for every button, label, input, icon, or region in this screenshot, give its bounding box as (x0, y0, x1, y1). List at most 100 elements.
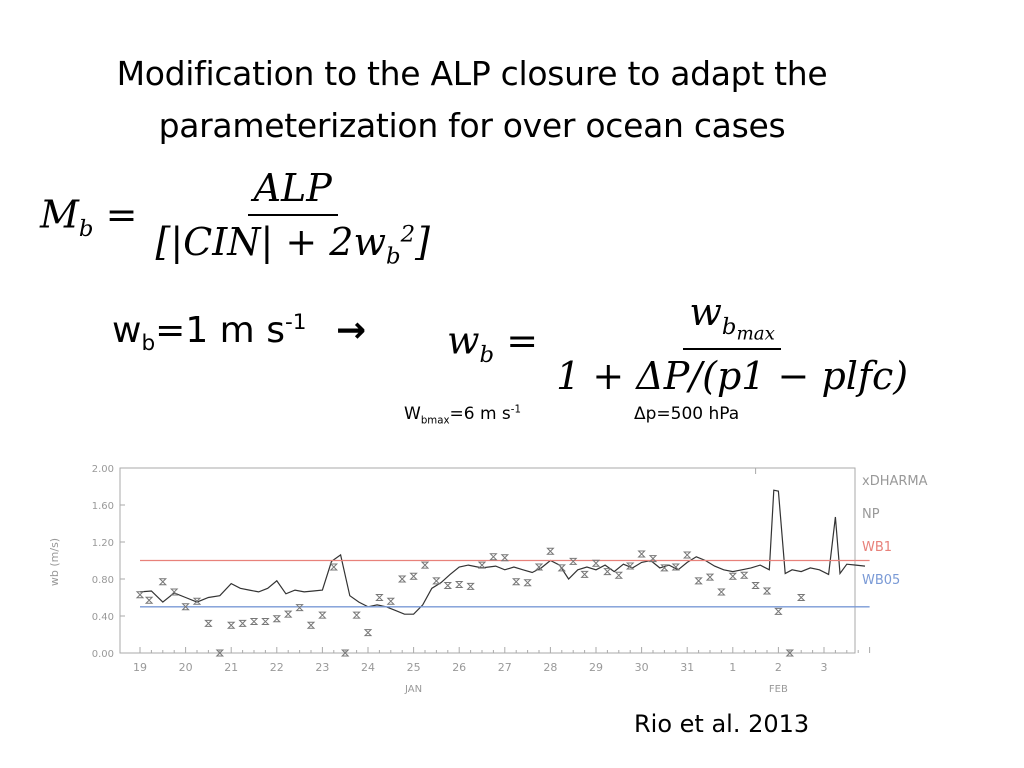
xdharma-markers (135, 547, 806, 657)
mb-equation: Mb = ALP [|CIN| + 2wb2] (40, 166, 436, 270)
xdharma-point (568, 557, 578, 565)
x-tick-label: 27 (498, 661, 512, 674)
xdharma-point (340, 649, 350, 657)
xdharma-point (397, 575, 407, 583)
eq2-lhs: w (447, 318, 480, 363)
xdharma-point (375, 594, 384, 601)
x-tick-label: 20 (179, 661, 193, 674)
dp-param: Δp=500 hPa (634, 404, 740, 424)
xdharma-point (454, 581, 464, 589)
eq1-equals: = (93, 192, 150, 237)
x-tick-label: 29 (589, 661, 603, 674)
y-tick-label: 2.00 (92, 464, 114, 475)
y-axis: 0.00 0.40 0.80 1.20 1.60 2.00 (92, 464, 125, 660)
param1-val: =6 m s (449, 404, 511, 424)
eq2-denominator: 1 + ΔP/(p1 − plfc) (556, 354, 909, 399)
eq1-den-a: [|CIN| + 2w (155, 220, 386, 264)
xdharma-point (466, 582, 475, 590)
xdharma-point (249, 618, 259, 626)
wb-value: =1 m s (155, 310, 285, 351)
xdharma-point (796, 594, 806, 601)
title-line-1: Modification to the ALP closure to adapt… (116, 54, 828, 93)
xdharma-point (637, 550, 646, 558)
xdharma-point (226, 621, 236, 629)
xdharma-point (648, 555, 658, 563)
x-tick-label: 19 (133, 661, 147, 674)
x-tick-label: 22 (270, 661, 284, 674)
xdharma-point (774, 607, 783, 615)
xdharma-point (489, 553, 498, 561)
xdharma-point (534, 563, 544, 571)
xdharma-point (546, 547, 555, 555)
slide-title: Modification to the ALP closure to adapt… (40, 48, 904, 152)
xdharma-point (306, 621, 316, 629)
xdharma-point (443, 581, 453, 589)
xdharma-point (352, 611, 361, 619)
xdharma-point (192, 597, 202, 605)
xdharma-point (500, 554, 510, 562)
xdharma-point (204, 619, 213, 627)
legend-entry: WB1 (862, 540, 892, 555)
xdharma-point (728, 572, 738, 580)
eq2-equals: = (494, 318, 551, 363)
y-axis-label: wb (m/s) (48, 538, 61, 586)
xdharma-point (295, 604, 304, 612)
x-tick-label: 1 (729, 661, 736, 674)
xdharma-point (557, 564, 567, 572)
eq1-lhs-sub: b (78, 215, 94, 242)
eq1-den-sub: b (385, 243, 401, 270)
xdharma-point (682, 551, 692, 559)
eq1-denominator: [|CIN| + 2wb2] (150, 216, 436, 270)
xdharma-point (625, 562, 635, 570)
y-tick-label: 0.40 (92, 612, 114, 623)
legend-entry: NP (862, 507, 880, 522)
x-tick-label: 25 (407, 661, 421, 674)
legend-entry: WB05 (862, 573, 900, 588)
xdharma-point (660, 564, 669, 572)
y-tick-label: 1.20 (92, 538, 114, 549)
xdharma-point (511, 578, 521, 586)
xdharma-point (705, 573, 715, 581)
series-lines (139, 489, 870, 615)
xdharma-point (329, 563, 339, 571)
x-tick-label: 28 (543, 661, 557, 674)
x-tick-label: 30 (635, 661, 649, 674)
series-line-np (139, 489, 866, 615)
y-tick-label: 0.00 (92, 649, 114, 660)
xdharma-point (694, 577, 703, 585)
x-tick-label: 31 (680, 661, 694, 674)
xdharma-point (477, 561, 487, 569)
xdharma-point (591, 559, 601, 567)
wbmax-param: Wbmax=6 m s-1 (404, 404, 521, 426)
xdharma-point (283, 610, 293, 618)
eq1-numerator: ALP (247, 166, 338, 216)
wb-w: w (112, 310, 142, 351)
x-tick-label: 26 (452, 661, 466, 674)
xdharma-point (386, 597, 396, 605)
wb-sub: b (141, 331, 156, 357)
xdharma-point (523, 579, 532, 587)
eq1-lhs: M (40, 192, 79, 237)
eq2-lhs-sub: b (479, 342, 495, 369)
eq1-den-sup: 2 (400, 221, 416, 248)
month-label: FEB (769, 684, 788, 695)
xdharma-point (580, 570, 589, 578)
x-tick-label: 2 (775, 661, 782, 674)
wb-time-series-chart: 0.000.400.801.201.602.00 19 20 21 22 23 24 25 2… (48, 464, 928, 695)
param1-w: W (404, 404, 421, 424)
x-tick-label: 23 (315, 661, 329, 674)
xdharma-point (215, 649, 225, 657)
xdharma-point (318, 611, 327, 619)
x-tick-label: 3 (821, 661, 828, 674)
xdharma-point (135, 591, 145, 599)
xdharma-point (739, 571, 749, 579)
citation: Rio et al. 2013 (634, 710, 810, 738)
xdharma-point (238, 619, 247, 627)
eq2-fraction: wbmax 1 + ΔP/(p1 − plfc) (550, 290, 914, 398)
xdharma-point (363, 629, 373, 637)
xdharma-point (158, 578, 168, 586)
eq2-num-subsub: max (736, 323, 775, 345)
chart-legend: xDHARMA NP WB1 WB05 (862, 474, 928, 588)
y-tick-label: 0.80 (92, 575, 114, 586)
xdharma-point (181, 603, 190, 611)
